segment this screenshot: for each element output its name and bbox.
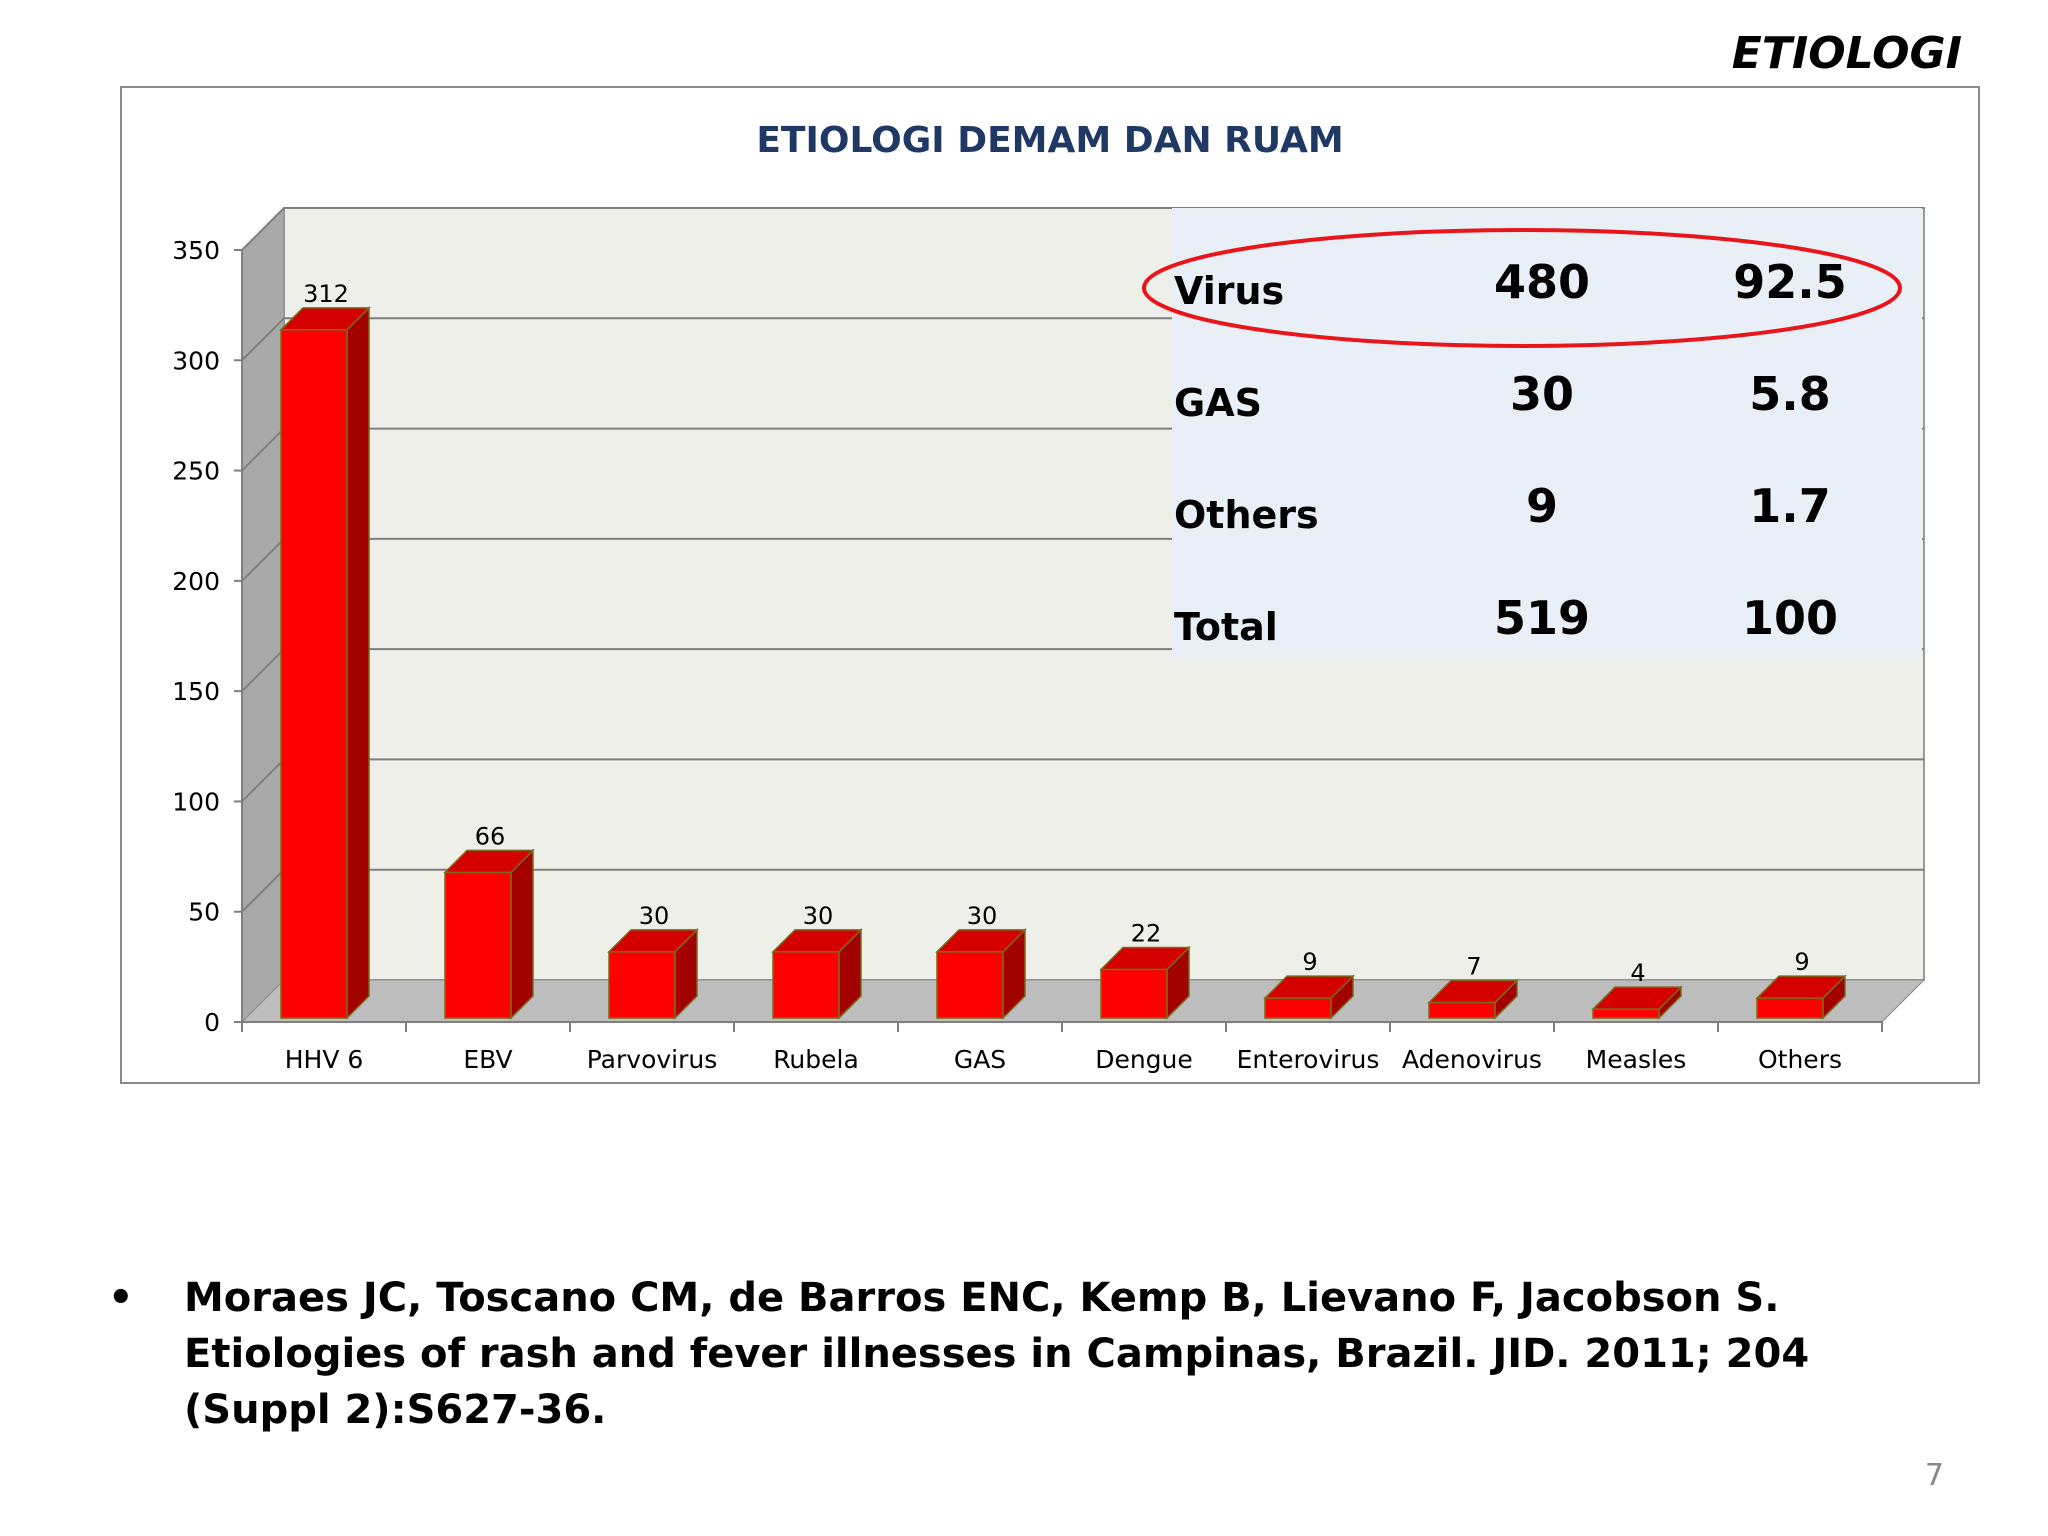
x-tick-label: Rubela [773,1045,859,1074]
gridline-side [241,758,285,803]
summary-row-count: 30 [1510,367,1574,421]
bar-front [1264,997,1332,1019]
summary-row-count: 9 [1526,479,1558,533]
gridline-side [241,207,285,251]
bar: 22 [1099,919,1191,1020]
bar-data-label: 30 [803,902,834,930]
summary-row-label: Virus [1174,269,1284,313]
y-tick-label: 350 [172,236,220,265]
y-tick-label: 0 [204,1008,220,1037]
y-tick-label: 100 [172,787,220,816]
x-tick-label: HHV 6 [285,1045,364,1074]
bar-data-label: 30 [967,902,998,930]
gridline-side [241,538,285,582]
bar-data-label: 9 [1302,948,1317,976]
x-tick-label: Measles [1586,1045,1687,1074]
bar-data-label: 312 [303,280,349,308]
bar: 66 [443,822,535,1020]
summary-row-count: 480 [1494,255,1590,309]
slide-heading: ETIOLOGI [1731,28,1962,79]
y-tick-label: 50 [188,898,220,927]
chart-left-wall [241,206,285,1024]
summary-table-row: GAS 30 5.8 [1174,367,1831,425]
bar-front [936,951,1004,1019]
gridline-side [241,427,285,472]
citation-text: Moraes JC, Toscano CM, de Barros ENC, Ke… [184,1275,1810,1433]
summary-row-label: Others [1174,493,1319,537]
y-tick-label: 200 [172,567,220,596]
bar: 30 [935,902,1027,1020]
x-axis: HHV 6 EBV Parvovirus Rubela GAS Dengue Enterov… [241,1021,1883,1074]
chart-frame: Virus 480 92.5 GAS 30 5.8 Others 9 1.7 Total 519 10… [120,86,1980,1084]
summary-table-row: Total 519 100 [1174,591,1838,649]
y-tick-label: 150 [172,677,220,706]
bar-front [772,951,840,1019]
chart-title-group: ETIOLOGI DEMAM DAN RUAM [756,120,1343,161]
bar-front [1100,968,1168,1019]
summary-row-label: GAS [1174,381,1262,425]
bar: 9 [1263,948,1355,1020]
bar: 7 [1427,953,1519,1020]
y-tick-label: 300 [172,346,220,375]
x-tick-label: GAS [954,1045,1006,1074]
bullet-icon: • [108,1275,134,1321]
x-tick-label: Enterovirus [1237,1045,1380,1074]
bar-front [608,951,676,1019]
bar-data-label: 30 [639,902,670,930]
bar: 30 [771,902,863,1020]
summary-table-background [1172,208,1922,658]
summary-table-row: Others 9 1.7 [1174,479,1831,537]
bar-side [346,306,370,1020]
highlight-ellipse [1142,228,1902,348]
bar-chart: Virus 480 92.5 GAS 30 5.8 Others 9 1.7 Total 519 10… [172,120,1926,1074]
summary-table-row: Virus 480 92.5 [1142,228,1902,348]
y-axis: 0 50 100 150 200 250 300 350 [172,236,243,1037]
summary-row-percent: 92.5 [1733,255,1847,309]
bar-front [280,329,348,1019]
bar-series: 312 66 30 30 30 22 9 7 4 9 [279,280,1847,1020]
summary-row-label: Total [1174,605,1278,649]
chart-title: ETIOLOGI DEMAM DAN RUAM [756,120,1343,161]
gridline-side [241,648,285,692]
bar-front [1756,997,1824,1019]
summary-table: Virus 480 92.5 GAS 30 5.8 Others 9 1.7 Total 519 10… [1142,208,1922,658]
bar: 30 [607,902,699,1020]
x-tick-label: Others [1758,1045,1842,1074]
bar: 9 [1755,948,1847,1020]
summary-row-count: 519 [1494,591,1590,645]
x-tick-label: Parvovirus [587,1045,718,1074]
bar-front [1592,1008,1660,1019]
x-tick-label: EBV [463,1045,512,1074]
bar-front [1428,1001,1496,1019]
x-tick-label: Adenovirus [1402,1045,1542,1074]
gridline-side [241,317,285,361]
summary-row-percent: 5.8 [1749,367,1831,421]
y-tick-label: 250 [172,457,220,486]
bar-data-label: 22 [1131,919,1162,947]
page-number: 7 [1924,1458,1944,1493]
summary-row-percent: 1.7 [1749,479,1831,533]
gridline-side [241,869,285,913]
bar-data-label: 66 [475,822,506,850]
bar-data-label: 9 [1794,948,1809,976]
bar-data-label: 4 [1630,959,1645,987]
bar-side [510,848,534,1020]
bar-data-label: 7 [1466,953,1481,981]
bar: 4 [1591,959,1683,1020]
bar-front [444,871,512,1019]
x-tick-label: Dengue [1095,1045,1193,1074]
bar: 312 [279,280,371,1020]
summary-row-percent: 100 [1742,591,1838,645]
